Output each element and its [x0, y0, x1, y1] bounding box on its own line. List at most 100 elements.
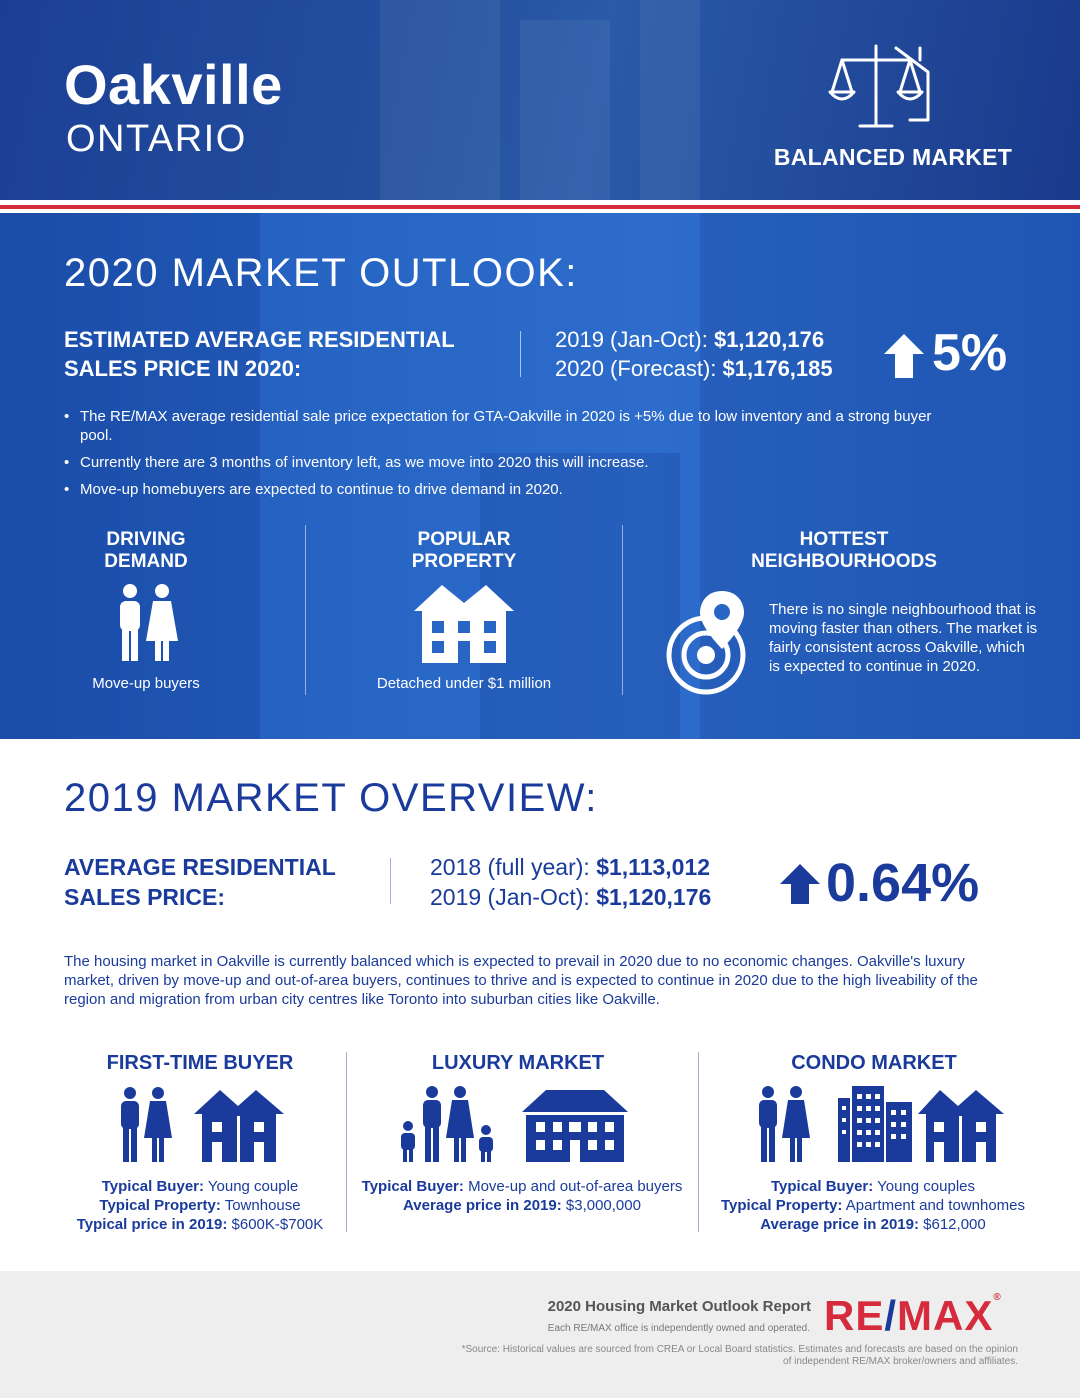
first-time-buyer-heading: FIRST-TIME BUYER — [106, 1052, 294, 1074]
hottest-neighbourhoods-heading: HOTTEST NEIGHBOURHOODS — [714, 529, 974, 573]
price-row-2020: 2020 (Forecast): $1,176,185 — [555, 354, 833, 383]
arrow-up-icon — [884, 334, 924, 378]
detail-line: Typical Property: Apartment and townhome… — [700, 1196, 1046, 1215]
registered-mark: ® — [993, 1292, 1002, 1303]
price-row-label: 2018 (full year): — [430, 854, 597, 880]
detail-value: Young couples — [873, 1178, 976, 1195]
driving-demand-caption: Move-up buyers — [92, 675, 200, 692]
price-row-value: $1,120,176 — [713, 327, 825, 352]
average-price-label: AVERAGE RESIDENTIAL SALES PRICE: — [64, 852, 384, 912]
detail-value: Townhouse — [220, 1197, 301, 1214]
heading-line: PROPERTY — [411, 551, 517, 572]
detail-value: Move-up and out-of-area buyers — [463, 1178, 683, 1195]
vertical-divider — [520, 331, 521, 377]
estimated-price-label: ESTIMATED AVERAGE RESIDENTIAL SALES PRIC… — [64, 325, 504, 383]
detail-line: Average price in 2019: $612,000 — [700, 1215, 1046, 1234]
price-row-value: $1,113,012 — [596, 854, 711, 880]
estimated-price-label-line2: SALES PRICE IN 2020: — [64, 356, 302, 381]
price-row-label: 2020 (Forecast): — [555, 356, 723, 381]
price-row-value: $1,176,185 — [722, 356, 833, 381]
detail-label: Typical Buyer: — [770, 1178, 874, 1195]
detail-line: Typical Buyer: Move-up and out-of-area b… — [346, 1177, 698, 1196]
detail-value: $600K-$700K — [227, 1216, 324, 1233]
condo-market-heading: CONDO MARKET — [791, 1052, 957, 1074]
detail-label: Typical Buyer: — [101, 1178, 204, 1195]
ownership-notice: Each RE/MAX office is independently owne… — [547, 1323, 810, 1334]
price-row-label: 2019 (Jan-Oct): — [555, 327, 714, 352]
detail-line: Average price in 2019: $3,000,000 — [346, 1196, 698, 1215]
price-row-2018: 2018 (full year): $1,113,012 — [430, 852, 711, 882]
market-status-label: BALANCED MARKET — [773, 144, 1013, 170]
outlook-change-percent: 5% — [932, 324, 1008, 382]
estimated-price-label-line1: ESTIMATED AVERAGE RESIDENTIAL — [64, 327, 455, 352]
city-title: Oakville — [64, 53, 283, 116]
detail-value: Young couple — [204, 1178, 299, 1195]
estimated-price-values: 2019 (Jan-Oct): $1,120,176 2020 (Forecas… — [555, 325, 833, 383]
average-price-label-line1: AVERAGE RESIDENTIAL — [64, 854, 336, 880]
logo-slash: / — [884, 1292, 898, 1339]
detail-label: Typical Property: — [720, 1197, 843, 1214]
price-row-2019: 2019 (Jan-Oct): $1,120,176 — [430, 882, 711, 912]
logo-text: MAX — [897, 1292, 994, 1339]
price-row-value: $1,120,176 — [596, 884, 712, 910]
detail-value: $3,000,000 — [561, 1197, 641, 1214]
column-divider — [305, 525, 306, 695]
detail-line: Typical Property: Townhouse — [40, 1196, 360, 1215]
luxury-market-details: Typical Buyer: Move-up and out-of-area b… — [346, 1177, 698, 1215]
couple-townhouse-icon — [121, 1087, 284, 1162]
detail-line: Typical price in 2019: $600K-$700K — [40, 1215, 360, 1234]
heading-line: DEMAND — [104, 551, 188, 572]
luxury-market-heading: LUXURY MARKET — [431, 1052, 605, 1074]
heading-line: DRIVING — [106, 529, 186, 550]
logo-text: RE — [824, 1292, 885, 1339]
outlook-bullets: The RE/MAX average residential sale pric… — [64, 407, 944, 507]
bullet-item: Move-up homebuyers are expected to conti… — [64, 480, 944, 499]
popular-property-heading: POPULAR PROPERTY — [364, 529, 564, 573]
divider-white — [0, 209, 1080, 213]
first-time-buyer-details: Typical Buyer: Young couple Typical Prop… — [40, 1177, 360, 1234]
overview-change-percent: 0.64% — [826, 853, 980, 913]
location-target-icon — [666, 591, 746, 695]
province-subtitle: ONTARIO — [66, 118, 247, 160]
overview-paragraph: The housing market in Oakville is curren… — [64, 953, 978, 1008]
column-divider — [698, 1052, 699, 1232]
driving-demand-heading: DRIVING DEMAND — [46, 529, 246, 573]
price-row-label: 2019 (Jan-Oct): — [430, 884, 597, 910]
detail-label: Average price in 2019: — [760, 1216, 919, 1233]
detail-label: Typical Buyer: — [361, 1178, 464, 1195]
bullet-item: The RE/MAX average residential sale pric… — [64, 407, 944, 445]
overview-title: 2019 MARKET OVERVIEW: — [64, 776, 598, 820]
heading-line: NEIGHBOURHOODS — [751, 551, 937, 572]
couple-condo-townhouse-icon — [759, 1086, 1004, 1162]
heading-line: HOTTEST — [799, 529, 889, 550]
detail-value: Apartment and townhomes — [842, 1197, 1026, 1214]
bullet-item: Currently there are 3 months of inventor… — [64, 453, 944, 472]
remax-logo: RE/MAX® — [824, 1292, 1002, 1340]
average-price-values: 2018 (full year): $1,113,012 2019 (Jan-O… — [430, 852, 711, 912]
footer — [0, 1271, 1080, 1398]
detail-value: $612,000 — [918, 1216, 986, 1233]
source-footnote: *Source: Historical values are sourced f… — [461, 1344, 1018, 1367]
arrow-up-icon — [780, 864, 820, 904]
header-banner: Oakville ONTARIO BALANCED MARKET — [0, 0, 1080, 200]
detail-label: Average price in 2019: — [403, 1197, 562, 1214]
balance-scale-house-icon — [828, 44, 930, 128]
hottest-neighbourhoods-text: There is no single neighbourhood that is… — [769, 601, 1038, 675]
outlook-section: 2020 MARKET OUTLOOK: ESTIMATED AVERAGE R… — [0, 213, 1080, 739]
report-title: 2020 Housing Market Outlook Report — [547, 1298, 811, 1315]
detail-line: Typical Buyer: Young couples — [700, 1177, 1046, 1196]
popular-property-caption: Detached under $1 million — [376, 675, 552, 692]
detail-label: Typical Property: — [99, 1197, 221, 1214]
heading-line: POPULAR — [417, 529, 511, 550]
price-row-2019: 2019 (Jan-Oct): $1,120,176 — [555, 325, 833, 354]
detail-line: Typical Buyer: Young couple — [40, 1177, 360, 1196]
column-divider — [346, 1052, 347, 1232]
detached-house-icon — [414, 585, 514, 663]
couple-icon — [120, 584, 178, 661]
average-price-label-line2: SALES PRICE: — [64, 884, 226, 910]
family-mansion-icon — [401, 1086, 630, 1162]
vertical-divider — [390, 858, 391, 904]
column-divider — [622, 525, 623, 695]
outlook-title: 2020 MARKET OUTLOOK: — [64, 251, 578, 295]
detail-label: Typical price in 2019: — [76, 1216, 228, 1233]
